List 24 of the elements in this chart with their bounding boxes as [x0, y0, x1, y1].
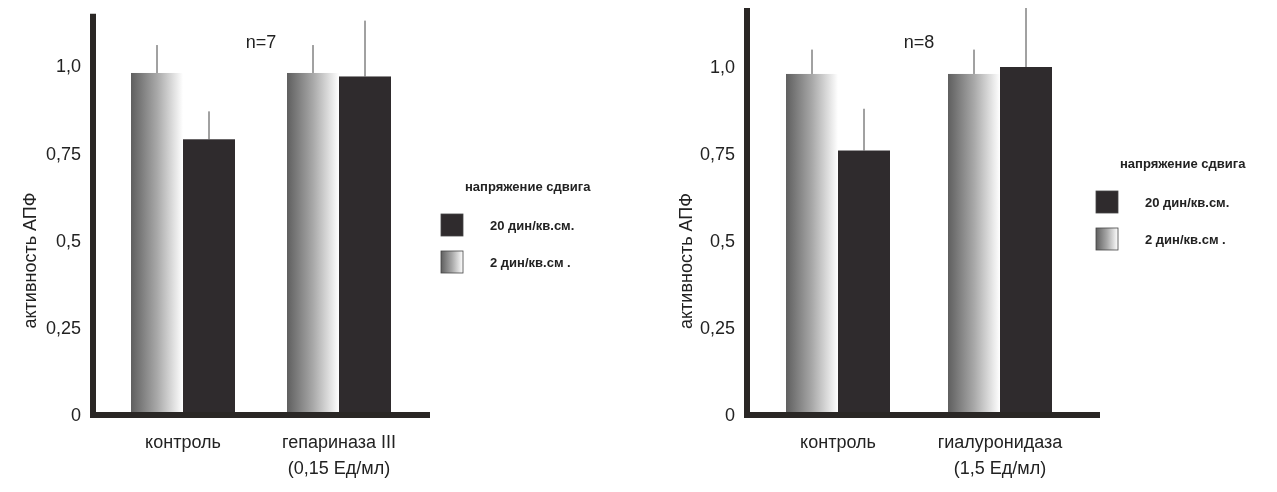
y-tick-label: 0,25 — [699, 318, 735, 339]
annotation: n=7 — [245, 32, 277, 52]
y-tick-label: 1,0 — [55, 56, 81, 77]
legend-label: 2 дин/кв.см . — [490, 254, 571, 270]
y-tick-label: 0,75 — [699, 144, 735, 165]
y-tick-label: 0 — [724, 405, 735, 426]
y-axis-title: активность АПФ — [676, 193, 696, 329]
y-tick-label: 0,25 — [45, 318, 81, 339]
legend-label: 20 дин/кв.см. — [1145, 194, 1230, 210]
y-tick-label: 0,75 — [45, 143, 81, 164]
legend-label: 20 дин/кв.см. — [490, 217, 575, 233]
y-tick-label: 1,0 — [709, 57, 735, 78]
y-tick-label: 0,5 — [709, 231, 735, 252]
legend-title: напряжение сдвига — [1120, 156, 1247, 171]
x-tick-label: контроль — [800, 432, 876, 452]
x-tick-label: гиалуронидаза (1,5 Ед/мл) — [937, 432, 1064, 478]
y-tick-label: 0,5 — [55, 230, 81, 251]
legend-label: 2 дин/кв.см . — [1145, 231, 1226, 247]
y-tick-label: 0 — [70, 405, 81, 426]
x-tick-label: контроль — [145, 432, 221, 452]
x-tick-label: гепариназа III (0,15 Ед/мл) — [281, 432, 397, 478]
y-axis-title: активность АПФ — [20, 192, 40, 329]
legend-title: напряжение сдвига — [465, 179, 592, 194]
annotation: n=8 — [903, 32, 935, 52]
